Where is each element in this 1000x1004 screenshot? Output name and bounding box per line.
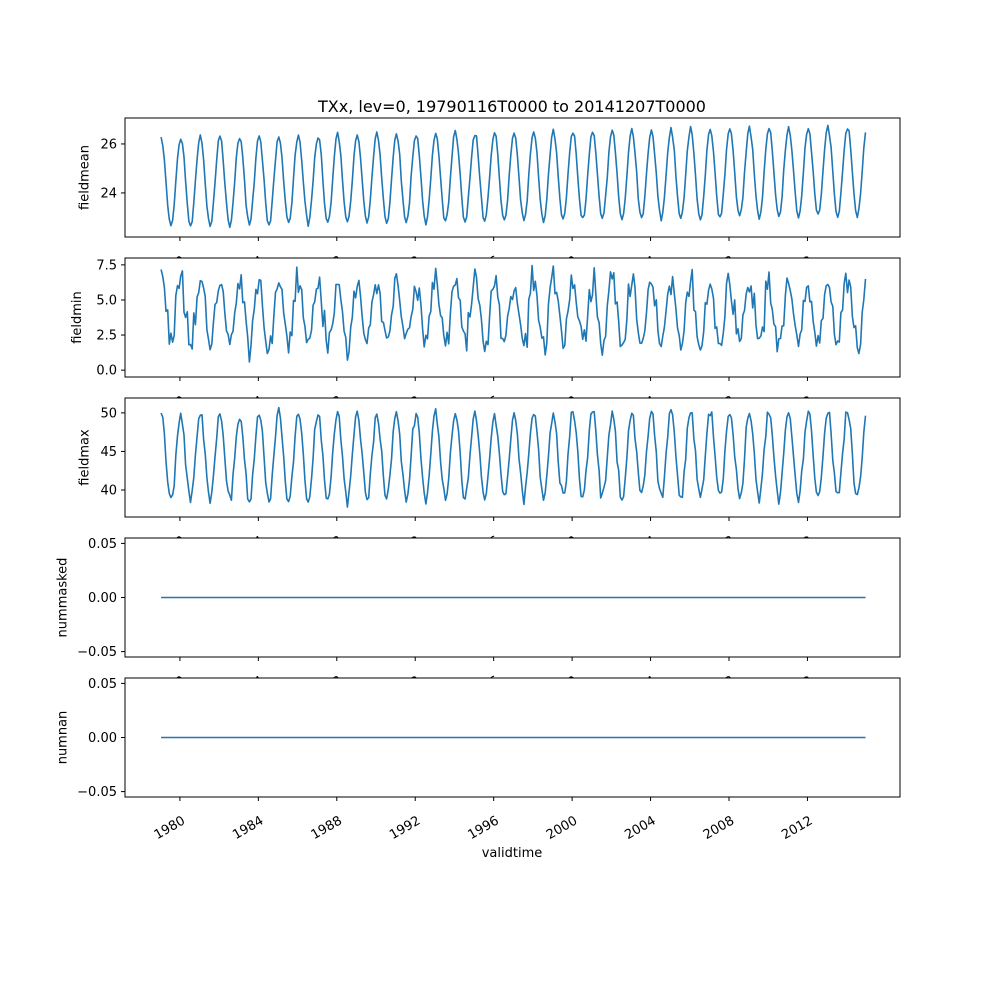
- series-line-fieldmean: [160, 124, 867, 229]
- y-tick-label: 24: [100, 186, 117, 201]
- y-tick-label: 2.5: [96, 329, 117, 344]
- x-tick-label: 1980: [152, 813, 188, 843]
- y-tick-label: 45: [100, 445, 117, 460]
- x-axis-label: validtime: [482, 846, 543, 861]
- axes-background: [125, 258, 900, 377]
- y-tick-label: 7.5: [96, 258, 117, 273]
- x-tick-label: 1992: [387, 813, 423, 843]
- y-tick-label: 40: [100, 484, 117, 499]
- axes-frame: [124, 677, 901, 798]
- y-tick-label: 50: [100, 406, 117, 421]
- series-line-fieldmin: [160, 264, 867, 363]
- axes-frame: [124, 397, 901, 518]
- axes-frame: [124, 537, 901, 658]
- y-tick-label: 5.0: [96, 293, 117, 308]
- y-tick-label: 0.0: [96, 364, 117, 379]
- y-tick-label: 0.05: [88, 537, 117, 552]
- y-tick-label: −0.05: [77, 785, 117, 800]
- x-tick-label: 2000: [544, 813, 580, 843]
- axes-frame: [124, 257, 901, 378]
- y-axis-label-nummasked: nummasked: [56, 558, 71, 638]
- subplots-group: 24 26 1980 1984 1988 1992 1996 2000 2004 2008 2012…: [56, 117, 901, 843]
- y-tick-label: 26: [100, 137, 117, 152]
- y-tick-label: 0.00: [88, 731, 117, 746]
- y-tick-label: −0.05: [77, 645, 117, 660]
- y-tick-label: 0.05: [88, 677, 117, 692]
- x-tick-label: 1984: [230, 813, 266, 843]
- y-axis-label-numnan: numnan: [56, 711, 71, 765]
- y-axis-label-fieldmin: fieldmin: [70, 291, 85, 344]
- x-tick-label: 2012: [779, 813, 815, 843]
- x-tick-label: 1988: [309, 813, 345, 843]
- x-tick-label: 1996: [466, 813, 502, 843]
- y-tick-label: 0.00: [88, 591, 117, 606]
- figure-title: TXx, lev=0, 19790116T0000 to 20141207T00…: [317, 97, 706, 116]
- y-axis-label-fieldmean: fieldmean: [77, 145, 92, 210]
- x-tick-label: 2008: [701, 813, 737, 843]
- axes-frame: [124, 117, 901, 238]
- x-tick-label: 2004: [622, 813, 658, 843]
- y-axis-label-fieldmax: fieldmax: [77, 429, 92, 486]
- series-line-fieldmax: [160, 406, 867, 508]
- subplot-numnan: −0.05 0.00 0.05 1980 1984 1988 1992 1996 2000 200…: [56, 677, 901, 843]
